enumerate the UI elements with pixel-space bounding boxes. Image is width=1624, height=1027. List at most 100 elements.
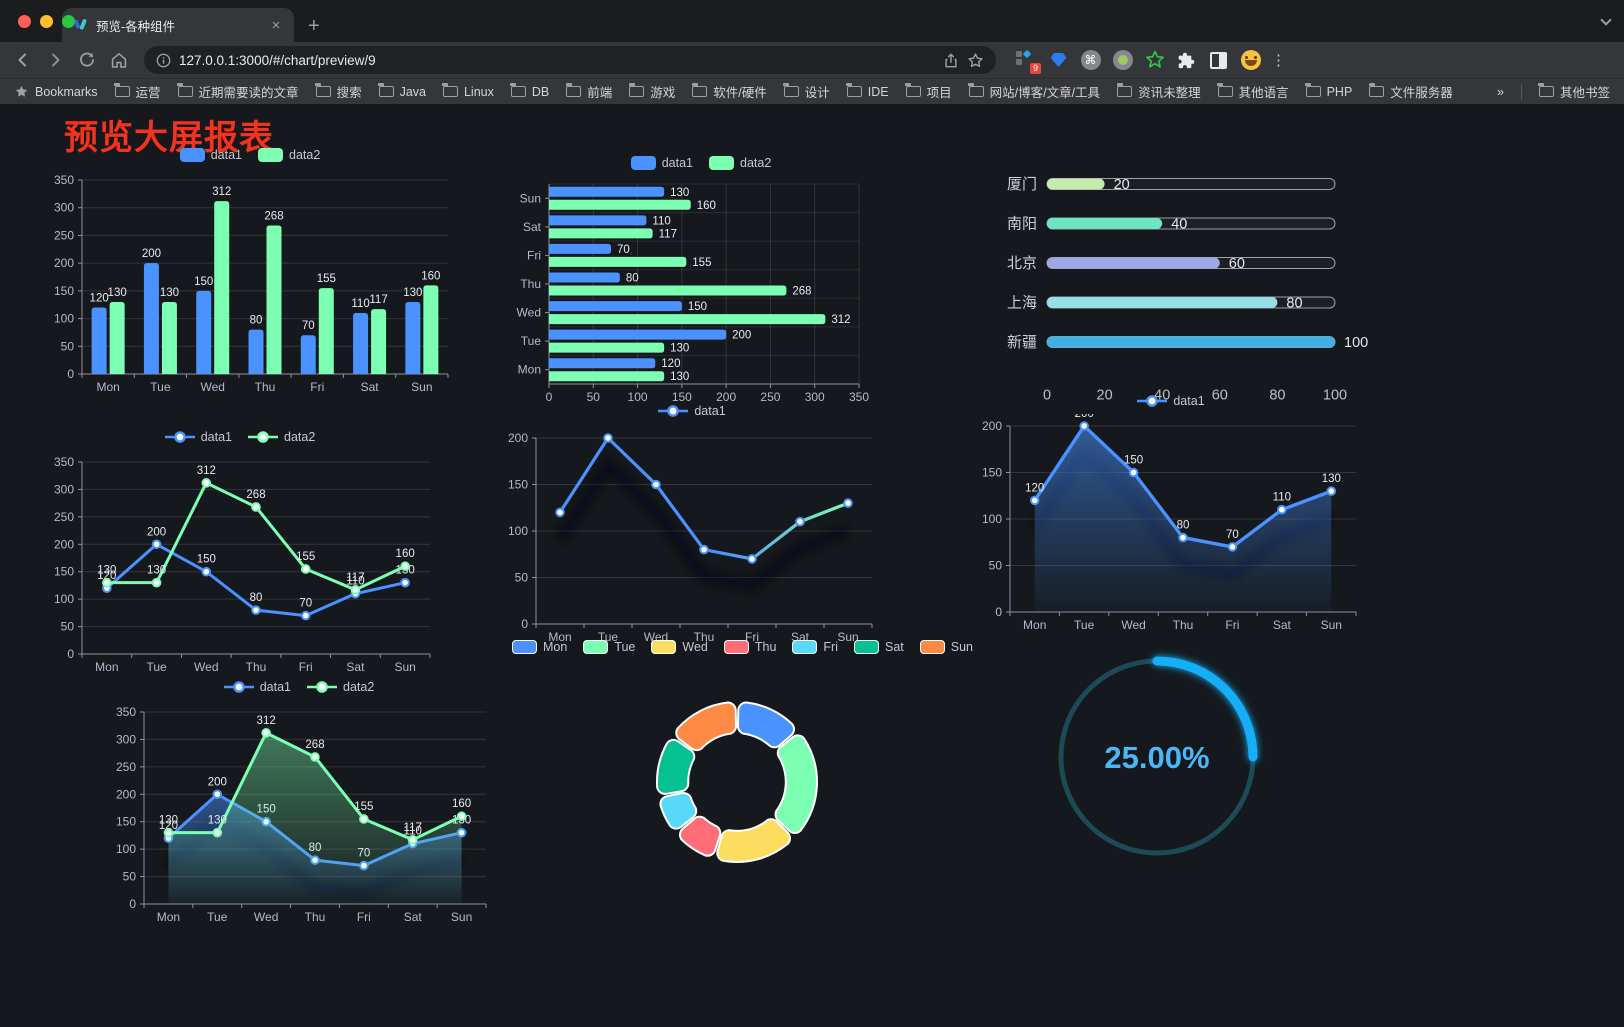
bookmark-star-icon[interactable] [967, 52, 984, 69]
record-extension-icon[interactable] [1112, 50, 1133, 71]
svg-text:100: 100 [1323, 388, 1347, 404]
svg-text:北京: 北京 [1007, 255, 1037, 272]
legend-item-Sun[interactable]: Sun [919, 640, 974, 654]
tab-close-icon[interactable]: × [271, 16, 281, 34]
tab-search-chevron-icon[interactable] [1600, 14, 1612, 26]
svg-text:0: 0 [995, 605, 1002, 619]
bookmark-folder-linux[interactable]: Linux [442, 83, 494, 99]
chart-horizontal-bar[interactable]: data1 data2 0 50 100 150 200 250 300 350 Mon 120 130… [505, 148, 897, 416]
address-bar[interactable]: 127.0.0.1:3000/#/chart/preview/9 [144, 46, 996, 74]
bookmark-folder-software[interactable]: 软件/硬件 [691, 82, 767, 101]
browser-menu-icon[interactable]: ⋮ [1271, 52, 1286, 69]
extensions-puzzle-icon[interactable] [1176, 50, 1197, 71]
legend-item-Wed[interactable]: Wed [651, 640, 708, 654]
city-progress-canvas: 厦门 20 南阳 40 北京 60 上海 80 新疆 100 0 20 40 60 80 100 [1007, 176, 1368, 404]
gem-extension-icon[interactable] [1048, 50, 1069, 71]
folder-icon [565, 83, 582, 97]
bookmark-folder-php[interactable]: PHP [1305, 83, 1352, 99]
bookmark-folder-search[interactable]: 搜索 [315, 82, 362, 101]
legend-item-data1[interactable]: data1 [1137, 394, 1205, 408]
command-extension-icon[interactable]: ⌘ [1080, 50, 1101, 71]
minimize-window-button[interactable] [40, 15, 53, 28]
svg-text:110: 110 [351, 298, 369, 310]
other-bookmarks-item[interactable]: 其他书签 [1538, 82, 1610, 101]
folder-icon [315, 83, 331, 97]
emoji-extension-icon[interactable] [1240, 50, 1261, 71]
close-window-button[interactable] [18, 15, 31, 28]
tab-strip: 预览-各种组件 × + [0, 0, 1624, 42]
chart-grouped-bar[interactable]: data1 data2 0 50 100 150 200 250 300 350 Mon Tue Wed… [38, 140, 462, 412]
svg-text:0: 0 [521, 617, 528, 631]
legend-item-data1[interactable]: data1 [179, 148, 242, 162]
legend-item-data2[interactable]: data2 [248, 430, 315, 444]
new-tab-button[interactable]: + [308, 15, 320, 37]
legend-item-Mon[interactable]: Mon [511, 640, 567, 654]
back-button[interactable] [10, 47, 36, 73]
bookmark-folder-other-langs[interactable]: 其他语言 [1217, 82, 1289, 101]
svg-text:20: 20 [1097, 388, 1113, 404]
share-icon[interactable] [943, 52, 959, 69]
bookmark-folder-java[interactable]: Java [378, 83, 426, 99]
bookmark-folder-design[interactable]: 设计 [783, 82, 830, 101]
svg-text:200: 200 [508, 431, 528, 445]
bookmark-folder-articles[interactable]: 近期需要读的文章 [177, 82, 299, 101]
chart-area-line[interactable]: data1 0 50 100 150 200 Mon Tue Wed Thu Fri Sat Sun 12… [972, 386, 1370, 652]
legend-item-data2[interactable]: data2 [709, 156, 771, 170]
bookmark-folder-yunying[interactable]: 运营 [114, 82, 161, 101]
forward-button[interactable] [42, 47, 68, 73]
legend-item-data1[interactable]: data1 [164, 430, 232, 444]
legend-label: data1 [259, 680, 291, 694]
chart-percent-gauge[interactable]: 25.00% [1030, 639, 1285, 919]
browser-tab[interactable]: 预览-各种组件 × [62, 8, 294, 42]
legend-item-Thu[interactable]: Thu [723, 640, 776, 654]
bookmark-folder-ide[interactable]: IDE [846, 83, 889, 99]
svg-text:155: 155 [692, 257, 711, 269]
dark-reader-extension-icon[interactable] [1208, 50, 1229, 71]
site-info-icon[interactable] [156, 53, 171, 68]
legend-item-Tue[interactable]: Tue [583, 640, 635, 654]
svg-text:Wed: Wed [254, 910, 278, 924]
bookmarks-apps-item[interactable]: Bookmarks [14, 84, 98, 99]
legend-item-data2[interactable]: data2 [258, 148, 320, 162]
bookmark-folder-games[interactable]: 游戏 [628, 82, 675, 101]
svg-text:160: 160 [452, 798, 471, 810]
legend-item-data1[interactable]: data1 [223, 680, 291, 694]
svg-text:120: 120 [97, 570, 116, 582]
chart-week-donut[interactable]: Mon Tue Wed Thu Fri Sat Sun [511, 632, 973, 932]
bookmarks-overflow-button[interactable]: » [1497, 84, 1504, 99]
chart-city-progress[interactable]: 厦门 20 南阳 40 北京 60 上海 80 新疆 100 0 20 40 60 80 100 [985, 154, 1377, 439]
reload-button[interactable] [74, 47, 100, 73]
chart-gradient-line[interactable]: data1 0 50 100 150 200 Mon Tue Wed Thu Fri Sat Sun [498, 396, 886, 664]
chart-two-line[interactable]: data1 data2 0 50 100 150 200 250 300 350 Mon Tue Wed… [38, 422, 442, 694]
proxy-extension-icon[interactable]: 9 [1016, 49, 1041, 74]
legend-swatch-icon [511, 640, 537, 654]
bookmark-folder-websites[interactable]: 网站/博客/文章/工具 [968, 82, 1100, 101]
svg-text:200: 200 [982, 419, 1002, 433]
svg-text:新疆: 新疆 [1007, 334, 1037, 351]
legend-item-Fri[interactable]: Fri [792, 640, 838, 654]
legend-item-data2[interactable]: data2 [307, 680, 374, 694]
legend-swatch-icon [854, 640, 879, 654]
svg-text:200: 200 [208, 776, 227, 788]
bookmark-folder-fileserver[interactable]: 文件服务器 [1368, 82, 1453, 101]
star-extension-icon[interactable] [1144, 50, 1165, 71]
bookmark-folder-frontend[interactable]: 前端 [565, 82, 612, 101]
svg-text:200: 200 [147, 526, 166, 538]
bookmark-folder-projects[interactable]: 项目 [905, 82, 952, 101]
zoom-window-button[interactable] [62, 15, 75, 28]
svg-text:70: 70 [299, 598, 312, 610]
home-button[interactable] [106, 47, 132, 73]
bookmark-folder-news[interactable]: 资讯未整理 [1116, 82, 1201, 101]
svg-text:268: 268 [264, 210, 283, 222]
legend-label: Sun [950, 640, 974, 654]
url-text[interactable]: 127.0.0.1:3000/#/chart/preview/9 [179, 52, 376, 68]
legend-item-Sat[interactable]: Sat [854, 640, 904, 654]
bookmark-folder-db[interactable]: DB [510, 83, 549, 99]
legend-item-data1[interactable]: data1 [630, 156, 693, 170]
chart-two-line-area[interactable]: data1 data2 0 50 100 150 200 250 300 350 Mon Tue Wed… [100, 672, 498, 944]
window-controls[interactable] [18, 15, 75, 28]
svg-text:0: 0 [1043, 388, 1051, 404]
legend-item-data1[interactable]: data1 [658, 404, 726, 418]
svg-text:200: 200 [54, 537, 74, 551]
svg-text:80: 80 [250, 592, 263, 604]
